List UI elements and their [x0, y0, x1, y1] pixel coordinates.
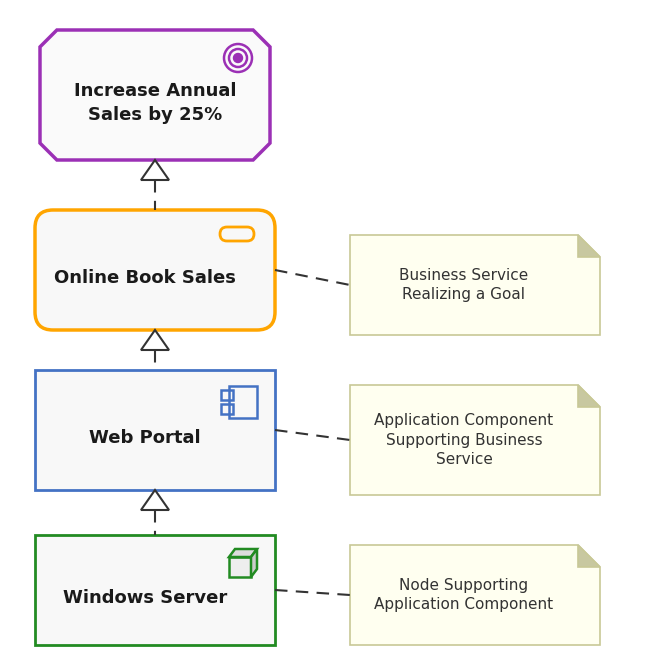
Text: Online Book Sales: Online Book Sales: [54, 269, 236, 287]
Circle shape: [234, 53, 243, 63]
Bar: [229, 557, 251, 577]
Polygon shape: [251, 549, 257, 577]
Polygon shape: [350, 545, 600, 645]
Text: Increase Annual
Sales by 25%: Increase Annual Sales by 25%: [74, 82, 236, 124]
Polygon shape: [578, 235, 600, 257]
Polygon shape: [350, 235, 600, 335]
Polygon shape: [578, 545, 600, 567]
Bar: [35, 535, 275, 645]
Polygon shape: [229, 549, 257, 557]
Polygon shape: [141, 160, 169, 180]
Bar: [229, 386, 257, 418]
FancyBboxPatch shape: [35, 210, 275, 330]
Text: Web Portal: Web Portal: [89, 429, 201, 447]
Polygon shape: [141, 490, 169, 510]
Bar: [35, 370, 275, 490]
Polygon shape: [141, 330, 169, 350]
Polygon shape: [350, 385, 600, 495]
Bar: [221, 404, 233, 414]
Polygon shape: [40, 30, 270, 160]
Text: Application Component
Supporting Business
Service: Application Component Supporting Busines…: [375, 413, 554, 468]
Polygon shape: [578, 385, 600, 407]
Text: Node Supporting
Application Component: Node Supporting Application Component: [375, 578, 554, 613]
Text: Business Service
Realizing a Goal: Business Service Realizing a Goal: [399, 268, 529, 303]
Bar: [221, 390, 233, 400]
Text: Windows Server: Windows Server: [63, 589, 227, 607]
